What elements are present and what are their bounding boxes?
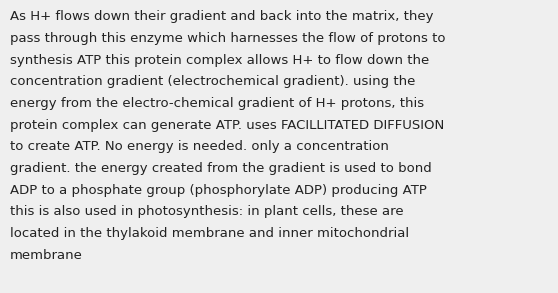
Text: protein complex can generate ATP. uses FACILLITATED DIFFUSION: protein complex can generate ATP. uses F… <box>10 119 444 132</box>
Text: gradient. the energy created from the gradient is used to bond: gradient. the energy created from the gr… <box>10 162 432 175</box>
Text: concentration gradient (electrochemical gradient). using the: concentration gradient (electrochemical … <box>10 75 415 88</box>
Text: located in the thylakoid membrane and inner mitochondrial: located in the thylakoid membrane and in… <box>10 227 409 240</box>
Text: this is also used in photosynthesis: in plant cells, these are: this is also used in photosynthesis: in … <box>10 205 403 218</box>
Text: energy from the electro-chemical gradient of H+ protons, this: energy from the electro-chemical gradien… <box>10 97 424 110</box>
Text: ADP to a phosphate group (phosphorylate ADP) producing ATP: ADP to a phosphate group (phosphorylate … <box>10 184 427 197</box>
Text: synthesis ATP this protein complex allows H+ to flow down the: synthesis ATP this protein complex allow… <box>10 54 429 67</box>
Text: pass through this enzyme which harnesses the flow of protons to: pass through this enzyme which harnesses… <box>10 32 445 45</box>
Text: to create ATP. No energy is needed. only a concentration: to create ATP. No energy is needed. only… <box>10 140 389 153</box>
Text: membrane: membrane <box>10 249 83 262</box>
Text: As H+ flows down their gradient and back into the matrix, they: As H+ flows down their gradient and back… <box>10 10 434 23</box>
